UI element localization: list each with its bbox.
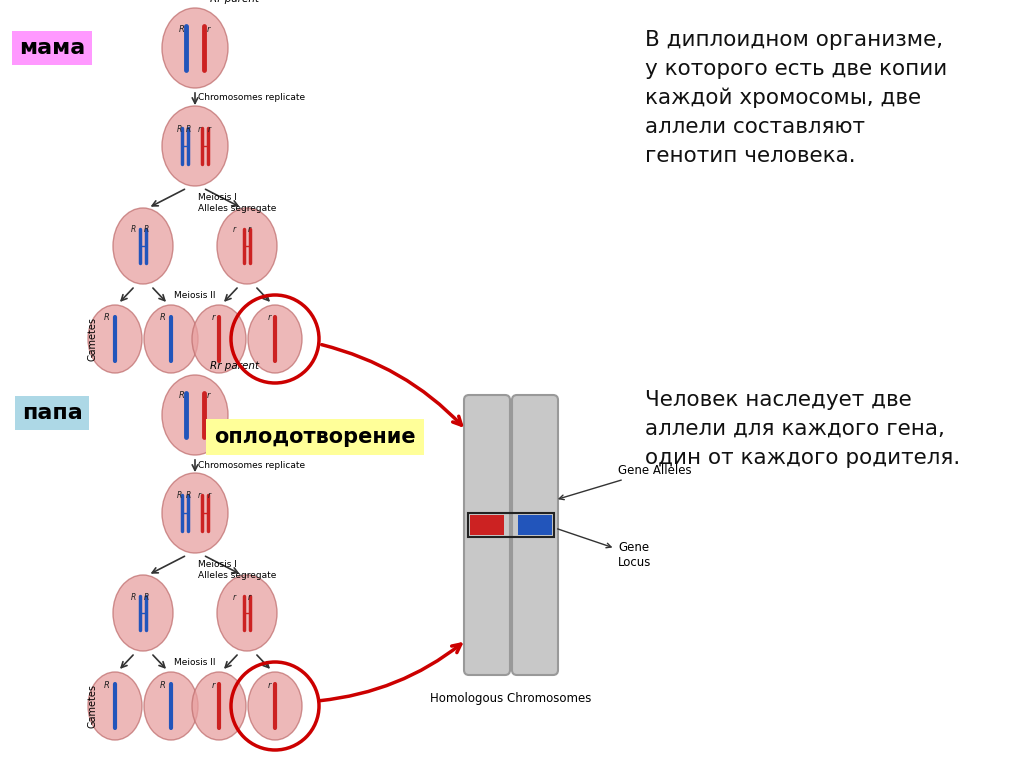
Ellipse shape xyxy=(162,473,228,553)
Text: r: r xyxy=(248,592,251,601)
Text: r: r xyxy=(248,225,251,235)
Text: Gametes: Gametes xyxy=(88,684,98,728)
Text: r: r xyxy=(208,124,211,133)
Text: Gene
Locus: Gene Locus xyxy=(558,529,651,569)
Text: Homologous Chromosomes: Homologous Chromosomes xyxy=(430,692,592,705)
Ellipse shape xyxy=(144,672,198,740)
Bar xyxy=(518,515,552,535)
Text: R: R xyxy=(179,25,185,34)
Text: R: R xyxy=(104,314,110,322)
Text: Meiosis II: Meiosis II xyxy=(174,658,216,667)
Text: В диплоидном организме,
у которого есть две копии
каждой хромосомы, две
аллели с: В диплоидном организме, у которого есть … xyxy=(645,30,947,166)
Ellipse shape xyxy=(144,305,198,373)
Text: R: R xyxy=(143,592,148,601)
Text: Meiosis I
Alleles segregate: Meiosis I Alleles segregate xyxy=(198,560,276,580)
Ellipse shape xyxy=(113,575,173,651)
Text: папа: папа xyxy=(22,403,82,423)
Text: r: r xyxy=(208,492,211,501)
Text: Gene Alleles: Gene Alleles xyxy=(559,463,691,499)
Text: r: r xyxy=(198,124,201,133)
Ellipse shape xyxy=(193,305,246,373)
Text: R: R xyxy=(160,314,166,322)
Text: R: R xyxy=(185,124,190,133)
Ellipse shape xyxy=(162,106,228,186)
Ellipse shape xyxy=(248,672,302,740)
Text: R: R xyxy=(143,225,148,235)
Bar xyxy=(470,515,504,535)
Text: R: R xyxy=(160,680,166,690)
Text: r: r xyxy=(206,391,210,400)
Text: r: r xyxy=(232,592,236,601)
Text: Meiosis I
Alleles segregate: Meiosis I Alleles segregate xyxy=(198,193,276,213)
Text: r: r xyxy=(232,225,236,235)
Text: R: R xyxy=(104,680,110,690)
Text: R: R xyxy=(130,592,135,601)
Text: r: r xyxy=(211,314,215,322)
Text: Meiosis II: Meiosis II xyxy=(174,291,216,300)
Ellipse shape xyxy=(88,305,142,373)
Text: R: R xyxy=(185,492,190,501)
Text: Chromosomes replicate: Chromosomes replicate xyxy=(198,460,305,469)
Text: Rr parent: Rr parent xyxy=(210,0,259,4)
Text: оплодотворение: оплодотворение xyxy=(214,427,416,447)
Ellipse shape xyxy=(193,672,246,740)
Ellipse shape xyxy=(217,575,278,651)
Ellipse shape xyxy=(248,305,302,373)
Bar xyxy=(468,513,554,537)
Ellipse shape xyxy=(162,375,228,455)
Text: r: r xyxy=(206,25,210,34)
Text: Человек наследует две
аллели для каждого гена,
один от каждого родителя.: Человек наследует две аллели для каждого… xyxy=(645,390,961,468)
Text: R: R xyxy=(176,492,181,501)
Text: Chromosomes replicate: Chromosomes replicate xyxy=(198,94,305,103)
Ellipse shape xyxy=(217,208,278,284)
Text: r: r xyxy=(211,680,215,690)
Text: r: r xyxy=(267,314,270,322)
Text: мама: мама xyxy=(18,38,85,58)
FancyBboxPatch shape xyxy=(464,395,510,675)
Ellipse shape xyxy=(113,208,173,284)
Ellipse shape xyxy=(88,672,142,740)
Ellipse shape xyxy=(162,8,228,88)
Text: r: r xyxy=(267,680,270,690)
Text: R: R xyxy=(179,391,185,400)
Text: R: R xyxy=(176,124,181,133)
Text: Rr parent: Rr parent xyxy=(210,361,259,371)
Text: R: R xyxy=(130,225,135,235)
FancyBboxPatch shape xyxy=(512,395,558,675)
Text: r: r xyxy=(198,492,201,501)
Text: Gametes: Gametes xyxy=(88,317,98,361)
